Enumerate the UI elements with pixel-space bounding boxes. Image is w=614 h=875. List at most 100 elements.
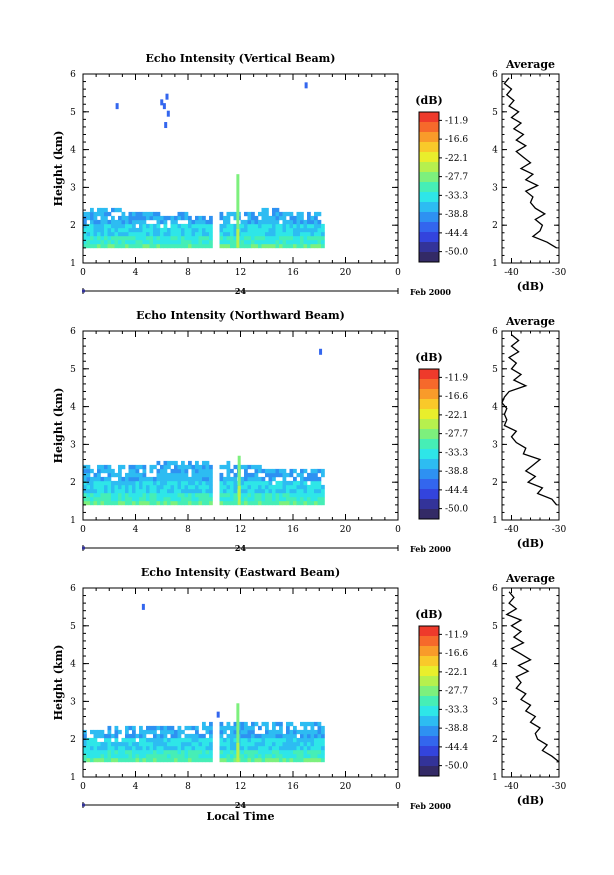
echo-cell <box>310 745 315 751</box>
echo-cell <box>226 492 231 498</box>
echo-cell <box>174 468 178 474</box>
echo-cell <box>125 729 129 735</box>
echo-cell <box>198 239 203 245</box>
echo-cell <box>289 223 294 229</box>
echo-cell <box>177 757 182 763</box>
echo-cell <box>177 243 182 249</box>
echo-cell <box>195 496 199 502</box>
echo-cell <box>181 745 185 751</box>
speck-mark <box>319 348 323 355</box>
echo-cell <box>142 753 147 759</box>
echo-cell <box>195 231 199 237</box>
echo-cell <box>160 476 164 482</box>
echo-cell <box>90 239 94 245</box>
echo-cell <box>233 753 238 759</box>
echo-cell <box>282 472 287 478</box>
echo-cell <box>289 733 294 739</box>
echo-cell <box>307 741 311 747</box>
echo-cell <box>289 729 294 735</box>
echo-cell <box>265 737 269 743</box>
echo-cell <box>163 753 168 759</box>
echo-cell <box>314 211 318 217</box>
echo-cell <box>104 500 108 506</box>
echo-cell <box>254 480 259 486</box>
echo-cell <box>160 468 164 474</box>
echo-cell <box>142 235 147 241</box>
echo-cell <box>90 468 94 474</box>
echo-cell <box>247 219 252 225</box>
echo-cell <box>321 243 325 249</box>
echo-cell <box>296 239 301 245</box>
echo-cell <box>254 737 259 743</box>
echo-cell <box>272 239 276 245</box>
echo-cell <box>198 737 203 743</box>
colorbar-unit: (dB) <box>415 94 442 107</box>
echo-cell <box>275 215 280 221</box>
echo-cell <box>321 227 325 233</box>
echo-cell <box>90 215 94 221</box>
echo-cell <box>233 733 238 739</box>
echo-cell <box>279 480 283 486</box>
echo-cell <box>247 729 252 735</box>
echo-cell <box>300 484 304 490</box>
echo-cell <box>139 492 143 498</box>
echo-cell <box>135 243 140 249</box>
echo-cell <box>104 223 108 229</box>
echo-cell <box>125 492 129 498</box>
echo-cell <box>153 753 157 759</box>
echo-cell <box>167 725 171 731</box>
echo-cell <box>282 737 287 743</box>
echo-cell <box>244 211 248 217</box>
date-label: Feb 2000 <box>410 287 451 297</box>
echo-cell <box>233 223 238 229</box>
echo-cell <box>142 223 147 229</box>
echo-cell <box>83 492 87 498</box>
echo-cell <box>219 472 224 478</box>
echo-cell <box>209 745 213 751</box>
echo-cell <box>202 468 206 474</box>
echo-cell <box>244 737 248 743</box>
echo-cell <box>275 737 280 743</box>
x-tick-label: 4 <box>133 782 139 792</box>
echo-cell <box>279 500 283 506</box>
echo-cell <box>128 492 133 498</box>
echo-cell <box>293 753 297 759</box>
echo-cell <box>163 741 168 747</box>
echo-cell <box>153 211 157 217</box>
echo-cell <box>219 737 224 743</box>
echo-cell <box>174 243 178 249</box>
x-tick-label: 0 <box>395 525 401 535</box>
echo-cell <box>195 480 199 486</box>
echo-cell <box>296 753 301 759</box>
colorbar-label: -50.0 <box>445 248 468 258</box>
echo-cell <box>156 737 161 743</box>
colorbar-swatch <box>419 636 439 647</box>
echo-cell <box>167 464 171 470</box>
echo-cell <box>303 500 308 506</box>
echo-cell <box>135 733 140 739</box>
echo-cell <box>125 488 129 494</box>
echo-cell <box>121 223 126 229</box>
echo-cell <box>282 484 287 490</box>
echo-cell <box>209 737 213 743</box>
echo-cell <box>244 243 248 249</box>
echo-cell <box>202 223 206 229</box>
echo-cell <box>251 488 255 494</box>
echo-cell <box>107 235 112 241</box>
echo-cell <box>202 472 206 478</box>
profile-x-tick-label: -40 <box>504 268 519 278</box>
echo-cell <box>233 235 238 241</box>
x-tick-label: 0 <box>395 268 401 278</box>
echo-cell <box>125 235 129 241</box>
echo-cell <box>282 231 287 237</box>
echo-cell <box>251 725 255 731</box>
echo-cell <box>286 239 290 245</box>
echo-cell <box>300 468 304 474</box>
echo-cell <box>160 235 164 241</box>
echo-cell <box>118 223 122 229</box>
echo-cell <box>209 757 213 763</box>
echo-cell <box>230 476 234 482</box>
echo-cell <box>286 745 290 751</box>
echo-cell <box>265 243 269 249</box>
